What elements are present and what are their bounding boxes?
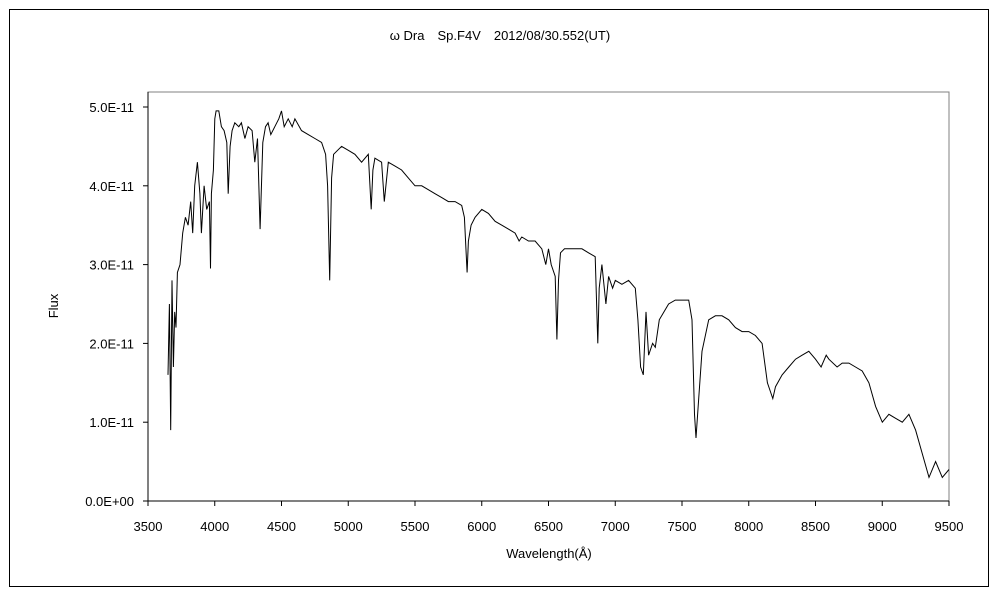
x-tick-label: 4500: [267, 519, 296, 534]
x-axis-label: Wavelength(Å): [506, 546, 592, 561]
x-tick-label: 8000: [734, 519, 763, 534]
x-axis-ticks: 3500 4000 4500 5000 5500 6000 6500 7000 7500 8000…: [134, 501, 964, 534]
x-tick-label: 8500: [801, 519, 830, 534]
x-tick-label: 9500: [935, 519, 964, 534]
y-tick-label: 1.0E-11: [89, 415, 134, 430]
x-tick-label: 7500: [668, 519, 697, 534]
x-tick-label: 4000: [200, 519, 229, 534]
y-tick-label: 3.0E-11: [89, 258, 134, 273]
y-tick-label: 0.0E+00: [85, 494, 134, 509]
spectrum-series-line: [167, 110, 950, 479]
y-tick-label: 2.0E-11: [89, 336, 134, 351]
x-tick-label: 6000: [467, 519, 496, 534]
x-tick-label: 3500: [134, 519, 163, 534]
x-tick-label: 9000: [868, 519, 897, 534]
plot-area: [147, 91, 950, 502]
x-tick-label: 5500: [401, 519, 430, 534]
y-axis-label: Flux: [46, 293, 61, 318]
x-tick-label: 7000: [601, 519, 630, 534]
x-tick-label: 5000: [334, 519, 363, 534]
y-axis-ticks: 0.0E+00 1.0E-11 2.0E-11 3.0E-11 4.0E-11 5.0E-…: [85, 100, 148, 509]
chart-title: ω Dra Sp.F4V 2012/08/30.552(UT): [390, 28, 610, 43]
y-tick-label: 5.0E-11: [89, 100, 134, 115]
y-tick-label: 4.0E-11: [89, 179, 134, 194]
x-tick-label: 6500: [534, 519, 563, 534]
